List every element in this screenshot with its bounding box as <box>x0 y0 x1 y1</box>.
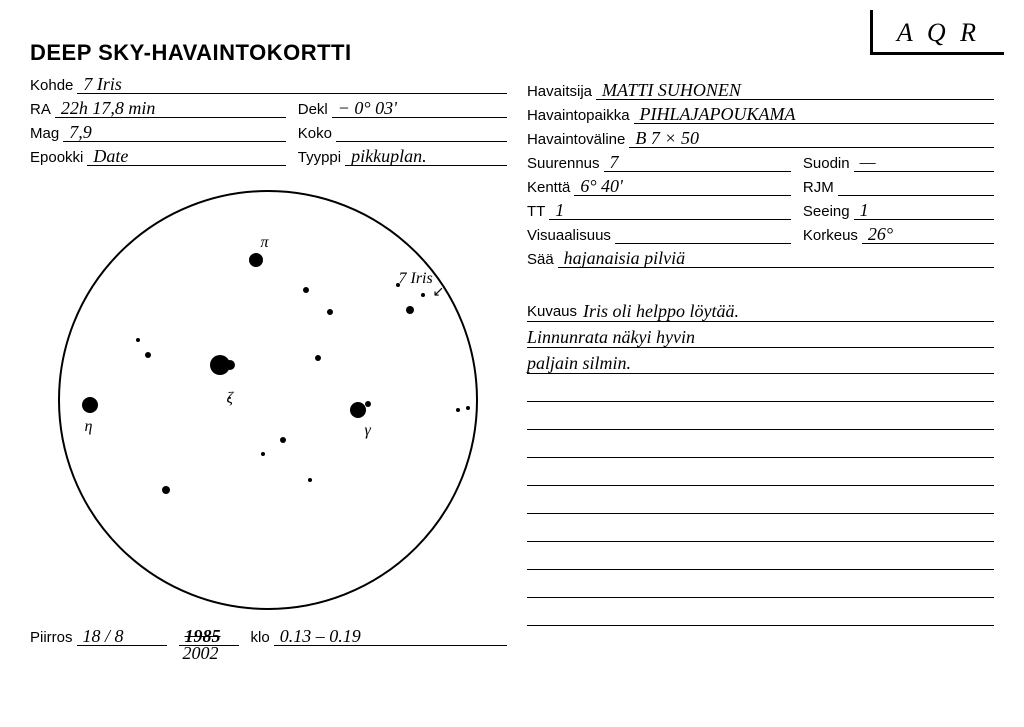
label-klo: klo <box>251 629 270 646</box>
label-seeing: Seeing <box>803 203 850 220</box>
value-piirros-date: 18 / 8 <box>83 627 124 645</box>
value-suurennus: 7 <box>610 153 619 171</box>
label-havaitsija: Havaitsija <box>527 83 592 100</box>
label-koko: Koko <box>298 125 332 142</box>
sketch-area: π 7 Iris↙ η γ ζ <box>48 180 488 620</box>
value-kentta: 6° 40' <box>580 177 623 195</box>
label-suurennus: Suurennus <box>527 155 600 172</box>
label-epookki: Epookki <box>30 149 83 166</box>
star-label: π <box>260 234 268 252</box>
value-seeing: 1 <box>860 201 869 219</box>
label-mag: Mag <box>30 125 59 142</box>
label-rjm: RJM <box>803 179 834 196</box>
star-label: ζ <box>226 390 232 408</box>
label-ra: RA <box>30 101 51 118</box>
label-kuvaus: Kuvaus <box>527 303 577 320</box>
label-tt: TT <box>527 203 545 220</box>
kuvaus-line-3: paljain silmin. <box>527 354 631 372</box>
arrow-icon: ↙ <box>432 284 444 301</box>
value-suodin: — <box>860 153 876 171</box>
value-mag: 7,9 <box>69 123 92 141</box>
star-label: 7 Iris <box>398 270 432 288</box>
star-label: γ <box>364 422 370 440</box>
label-kohde: Kohde <box>30 77 73 94</box>
value-tyyppi: pikkuplan. <box>351 147 426 165</box>
blank-line <box>527 430 994 458</box>
value-dekl: − 0° 03' <box>338 99 397 117</box>
kuvaus-line-2: Linnunrata näkyi hyvin <box>527 328 695 346</box>
label-tyyppi: Tyyppi <box>298 149 341 166</box>
blank-line <box>527 402 994 430</box>
value-tt: 1 <box>555 201 564 219</box>
label-visuaalisuus: Visuaalisuus <box>527 227 611 244</box>
kuvaus-block: Kuvaus Iris oli helppo löytää. Linnunrat… <box>527 296 994 374</box>
value-korkeus: 26° <box>868 225 893 243</box>
label-saa: Sää <box>527 251 554 268</box>
corner-code-text: A Q R <box>897 18 980 47</box>
right-column: Havaitsija MATTI SUHONEN Havaintopaikka … <box>527 40 994 707</box>
blank-line <box>527 598 994 626</box>
label-havaintopaikka: Havaintopaikka <box>527 107 630 124</box>
blank-line <box>527 486 994 514</box>
blank-line <box>527 514 994 542</box>
value-kohde: 7 Iris <box>83 75 122 93</box>
value-klo: 0.13 – 0.19 <box>280 627 361 645</box>
label-havaintovaline: Havaintoväline <box>527 131 625 148</box>
card-title: DEEP SKY-HAVAINTOKORTTI <box>30 40 507 66</box>
value-saa: hajanaisia pilviä <box>564 249 686 267</box>
value-havaintovaline: B 7 × 50 <box>635 129 699 147</box>
value-piirros-year: 2002 <box>183 644 219 662</box>
star-label: η <box>84 418 92 436</box>
value-ra: 22h 17,8 min <box>61 99 156 117</box>
observation-card: A Q R DEEP SKY-HAVAINTOKORTTI Kohde 7 Ir… <box>0 0 1024 727</box>
label-dekl: Dekl <box>298 101 328 118</box>
left-column: DEEP SKY-HAVAINTOKORTTI Kohde 7 Iris RA … <box>30 40 507 707</box>
blank-line <box>527 458 994 486</box>
blank-lines <box>527 374 994 626</box>
value-havaitsija: MATTI SUHONEN <box>602 81 741 99</box>
blank-line <box>527 570 994 598</box>
label-piirros: Piirros <box>30 629 73 646</box>
kuvaus-line-1: Iris oli helppo löytää. <box>583 302 739 320</box>
label-kentta: Kenttä <box>527 179 570 196</box>
sketch-circle <box>58 190 478 610</box>
label-suodin: Suodin <box>803 155 850 172</box>
label-korkeus: Korkeus <box>803 227 858 244</box>
blank-line <box>527 374 994 402</box>
value-epookki: Date <box>93 147 128 165</box>
blank-line <box>527 542 994 570</box>
value-havaintopaikka: PIHLAJAPOUKAMA <box>640 105 796 123</box>
corner-code: A Q R <box>870 10 1004 55</box>
